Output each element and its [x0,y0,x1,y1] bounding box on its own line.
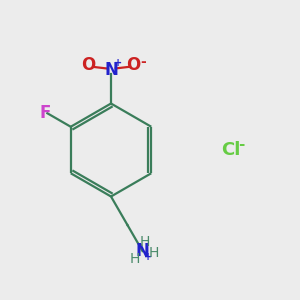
Text: +: + [113,58,122,68]
Text: H: H [149,247,159,260]
Text: H: H [130,252,140,266]
Text: N: N [104,61,118,79]
Text: H: H [140,235,150,249]
Text: -: - [140,55,146,69]
Text: O: O [81,56,96,74]
Text: O: O [126,56,141,74]
Text: N: N [136,242,149,260]
Text: Cl: Cl [221,141,241,159]
Text: F: F [39,104,51,122]
Text: +: + [144,252,152,262]
Text: -: - [238,136,245,152]
